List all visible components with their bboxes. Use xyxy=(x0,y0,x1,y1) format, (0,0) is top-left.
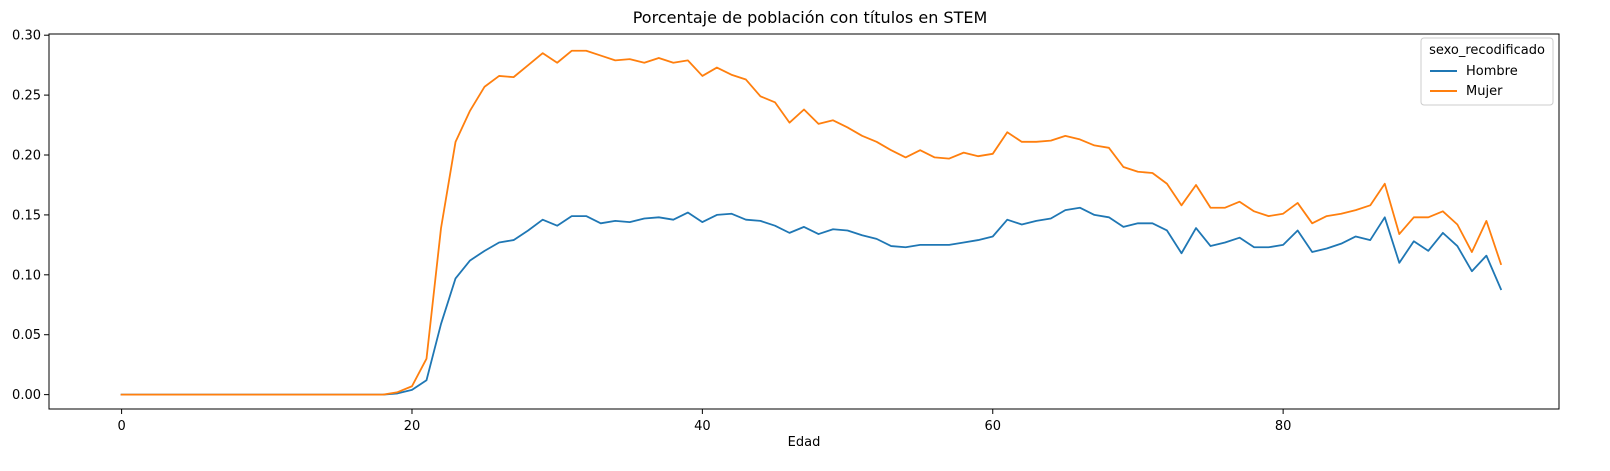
y-tick-label: 0.30 xyxy=(12,29,41,44)
y-tick-label: 0.25 xyxy=(12,89,41,104)
legend: sexo_recodificado Hombre Mujer xyxy=(1420,37,1554,106)
x-tick-label: 60 xyxy=(984,419,1001,434)
x-axis-label: Edad xyxy=(788,435,821,450)
legend-box xyxy=(1420,37,1554,106)
plot-frame xyxy=(48,33,1560,410)
x-tick-label: 20 xyxy=(404,419,421,434)
x-tick-label: 80 xyxy=(1275,419,1292,434)
x-tick-label: 40 xyxy=(694,419,711,434)
chart-title: Porcentaje de población con títulos en S… xyxy=(633,8,988,27)
y-axis: 0.00 0.05 0.10 0.15 0.20 0.25 0.30 xyxy=(12,29,49,403)
legend-title: sexo_recodificado xyxy=(1429,43,1545,58)
series-line-mujer xyxy=(120,49,1503,396)
x-axis: 0 20 40 60 80 xyxy=(117,409,1291,434)
y-tick-label: 0.20 xyxy=(12,149,41,164)
y-tick-label: 0.00 xyxy=(12,388,41,403)
y-tick-label: 0.05 xyxy=(12,328,41,343)
x-tick-label: 0 xyxy=(117,419,125,434)
legend-label-mujer: Mujer xyxy=(1466,84,1503,99)
series-lines xyxy=(120,49,1503,396)
legend-label-hombre: Hombre xyxy=(1466,64,1518,79)
plot-area: 0 20 40 60 80 0.00 0.05 0.10 0.15 0.20 0.25 0.30 xyxy=(12,29,1560,434)
series-line-hombre xyxy=(120,206,1503,396)
y-tick-label: 0.15 xyxy=(12,208,41,223)
y-tick-label: 0.10 xyxy=(12,268,41,283)
